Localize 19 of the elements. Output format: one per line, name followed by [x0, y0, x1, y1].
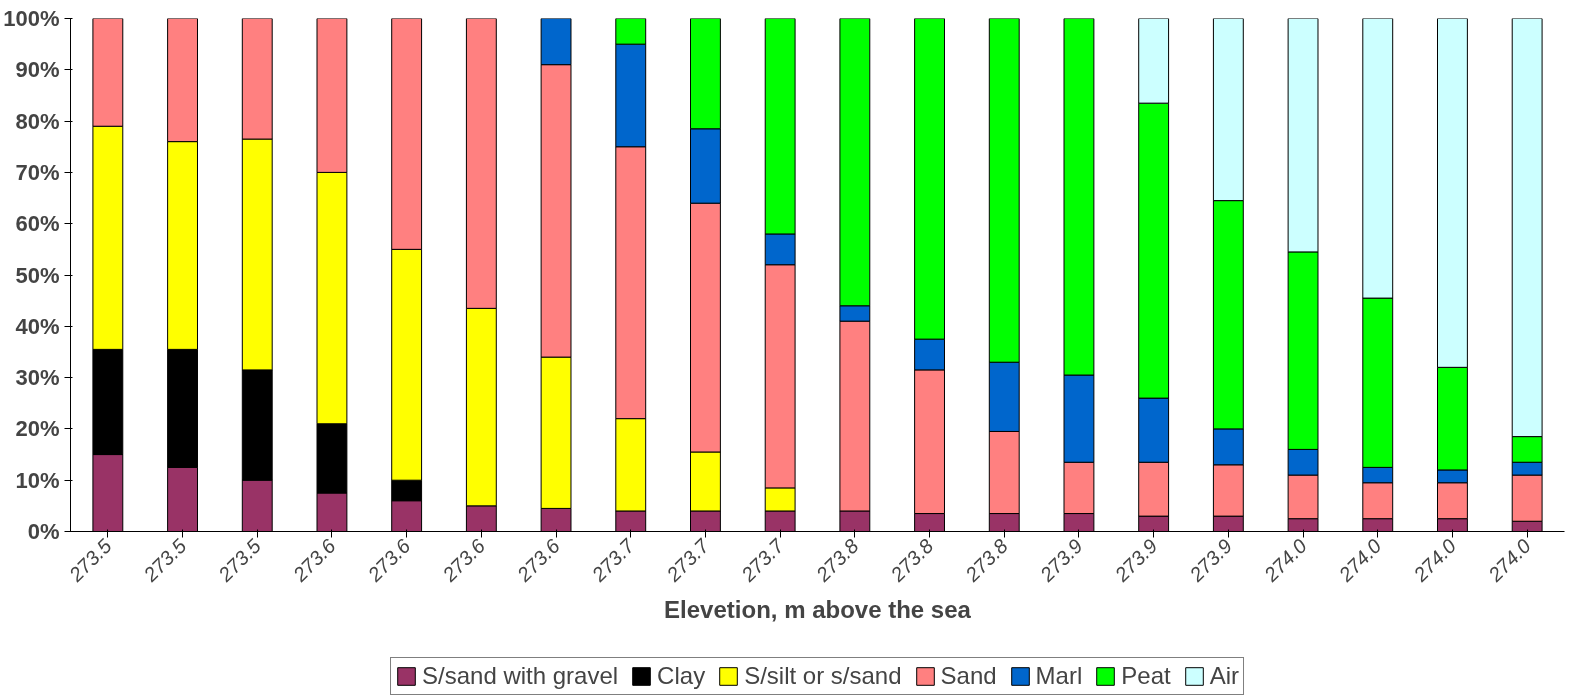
legend-label: Sand — [940, 662, 997, 690]
legend-label: Clay — [657, 662, 706, 690]
y-tick-label: 20% — [15, 416, 60, 442]
y-tick-label: 10% — [15, 467, 60, 493]
legend-label: Marl — [1035, 662, 1083, 690]
y-tick-label: 60% — [15, 211, 60, 237]
y-tick-label: 70% — [15, 159, 60, 185]
y-tick-label: 0% — [27, 519, 60, 544]
y-tick-label: 100% — [3, 6, 60, 31]
legend-label: Peat — [1121, 662, 1171, 690]
y-tick-label: 80% — [15, 108, 60, 134]
y-tick-label: 90% — [15, 57, 60, 83]
y-tick-label: 50% — [15, 262, 60, 288]
y-tick-label: 40% — [15, 313, 60, 339]
y-tick-label: 30% — [15, 365, 60, 391]
legend-label: Air — [1209, 662, 1239, 690]
legend-label: S/sand with gravel — [422, 662, 619, 690]
x-axis-title: Elevetion, m above the sea — [664, 595, 972, 623]
legend-label: S/silt or s/sand — [744, 662, 902, 690]
